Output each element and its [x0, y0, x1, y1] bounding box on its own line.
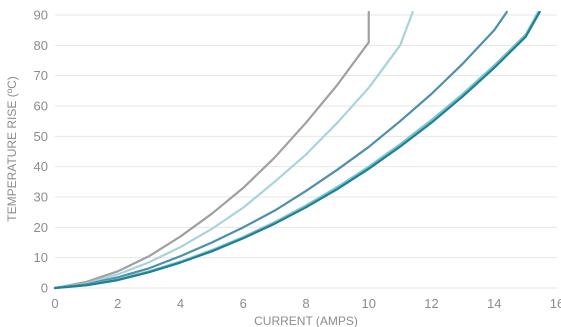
x-tick-label: 4 — [177, 296, 184, 311]
series-line-3 — [53, 10, 508, 290]
x-tick-label: 0 — [51, 296, 58, 311]
series-line-1 — [53, 10, 370, 290]
y-tick-label: 30 — [34, 190, 48, 205]
series-line-4 — [53, 10, 540, 290]
y-tick-label: 80 — [34, 38, 48, 53]
grid-layer — [55, 14, 557, 289]
y-axis-title: TEMPERATURE RISE (ºC) — [5, 76, 19, 222]
x-axis-title: CURRENT (AMPS) — [254, 314, 358, 327]
y-tick-label: 40 — [34, 159, 48, 174]
y-tick-label: 0 — [41, 281, 48, 296]
x-tick-label: 12 — [424, 296, 438, 311]
x-tick-label: 14 — [487, 296, 501, 311]
y-tick-label: 20 — [34, 220, 48, 235]
series-layer — [53, 10, 541, 290]
x-tick-label: 2 — [114, 296, 121, 311]
x-tick-label: 6 — [240, 296, 247, 311]
y-tick-label: 10 — [34, 250, 48, 265]
y-tick-label: 50 — [34, 129, 48, 144]
x-tick-label: 16 — [550, 296, 561, 311]
x-tick-label: 8 — [302, 296, 309, 311]
y-tick-label: 90 — [34, 8, 48, 23]
y-tick-label: 70 — [34, 68, 48, 83]
y-tick-label: 60 — [34, 99, 48, 114]
x-tick-labels: 0 2 4 6 8 10 12 14 16 — [51, 296, 561, 311]
x-tick-label: 10 — [362, 296, 376, 311]
y-tick-labels: 0 10 20 30 40 50 60 70 80 90 — [34, 8, 48, 296]
series-line-2 — [53, 10, 414, 290]
series-line-5 — [53, 10, 541, 290]
